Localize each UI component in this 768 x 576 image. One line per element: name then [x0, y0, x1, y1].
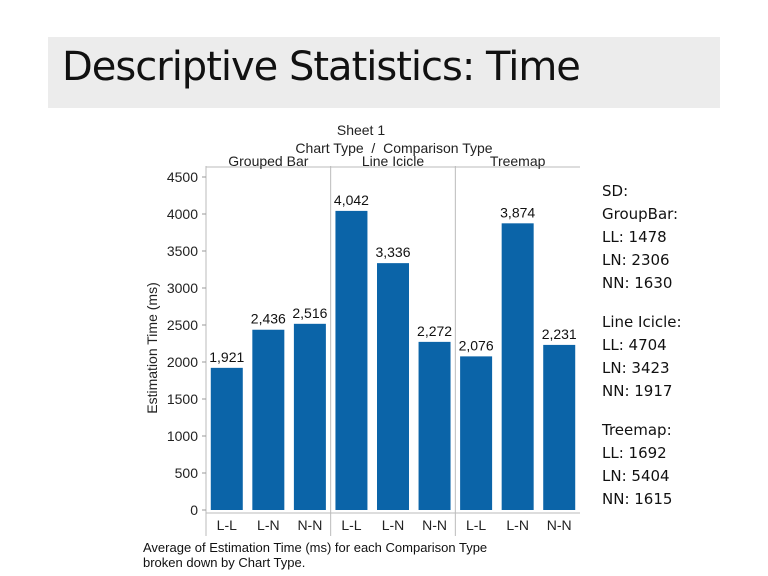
treemap-heading: Treemap: — [602, 421, 672, 439]
lineicicle-heading: Line Icicle: — [602, 313, 682, 331]
y-tick-label: 2500 — [167, 317, 198, 333]
y-tick-label: 500 — [175, 465, 199, 481]
groupbar-ln: LN: 2306 — [602, 251, 670, 269]
lineicicle-nn: NN: 1917 — [602, 382, 673, 400]
groupbar-nn: NN: 1630 — [602, 274, 673, 292]
chart-subtitle: Chart Type / Comparison Type — [295, 140, 492, 156]
bar — [210, 367, 243, 510]
y-tick-label: 1500 — [167, 391, 198, 407]
data-label: 2,231 — [542, 326, 577, 342]
x-tick-label: N-N — [422, 517, 447, 533]
y-tick-label: 4000 — [167, 206, 198, 222]
caption-line-2: broken down by Chart Type. — [143, 555, 306, 570]
y-tick-label: 1000 — [167, 428, 198, 444]
bar — [543, 344, 576, 510]
data-label: 1,921 — [209, 349, 244, 365]
y-tick-label: 2000 — [167, 354, 198, 370]
lineicicle-ll: LL: 4704 — [602, 336, 667, 354]
bar — [293, 323, 326, 510]
treemap-ln: LN: 5404 — [602, 467, 670, 485]
data-label: 4,042 — [334, 192, 369, 208]
caption-line-1: Average of Estimation Time (ms) for each… — [143, 540, 488, 555]
x-tick-label: L-N — [382, 517, 405, 533]
y-tick-label: 3500 — [167, 243, 198, 259]
plot-area: 0 500 1000 1500 2000 2500 3000 3500 4000 4500 Grou… — [167, 153, 580, 536]
group-header: Grouped Bar — [228, 153, 308, 169]
bar — [501, 223, 534, 510]
x-tick-label: L-L — [341, 517, 361, 533]
lineicicle-ln: LN: 3423 — [602, 359, 670, 377]
chart-title: Sheet 1 — [337, 122, 385, 138]
x-tick-label: L-N — [257, 517, 280, 533]
data-label: 2,272 — [417, 323, 452, 339]
y-tick-label: 0 — [190, 502, 198, 518]
bar — [418, 341, 451, 510]
treemap-nn: NN: 1615 — [602, 490, 673, 508]
data-label: 2,516 — [292, 305, 327, 321]
y-tick-label: 4500 — [167, 169, 198, 185]
bar — [377, 263, 409, 510]
bar — [335, 210, 368, 510]
slide-title: Descriptive Statistics: Time — [62, 44, 581, 90]
group-header: Line Icicle — [362, 153, 424, 169]
groupbar-ll: LL: 1478 — [602, 228, 667, 246]
groupbar-heading: GroupBar: — [602, 205, 679, 223]
bar — [252, 329, 285, 510]
sd-label: SD: — [602, 182, 629, 200]
x-tick-label: L-L — [217, 517, 237, 533]
sd-stats-panel: SD: GroupBar: LL: 1478 LN: 2306 NN: 1630… — [602, 180, 682, 527]
bar — [460, 356, 493, 510]
data-label: 2,076 — [459, 337, 494, 353]
y-axis-label: Estimation Time (ms) — [144, 282, 160, 413]
title-band — [48, 37, 720, 108]
chart-caption: Average of Estimation Time (ms) for each… — [143, 540, 487, 570]
group-header: Treemap — [490, 153, 546, 169]
treemap-ll: LL: 1692 — [602, 444, 667, 462]
data-label: 2,436 — [251, 311, 286, 327]
y-tick-label: 3000 — [167, 280, 198, 296]
x-tick-label: L-L — [466, 517, 486, 533]
data-label: 3,874 — [500, 204, 535, 220]
x-tick-label: N-N — [547, 517, 572, 533]
x-tick-label: N-N — [297, 517, 322, 533]
data-label: 3,336 — [375, 244, 410, 260]
x-tick-label: L-N — [506, 517, 529, 533]
